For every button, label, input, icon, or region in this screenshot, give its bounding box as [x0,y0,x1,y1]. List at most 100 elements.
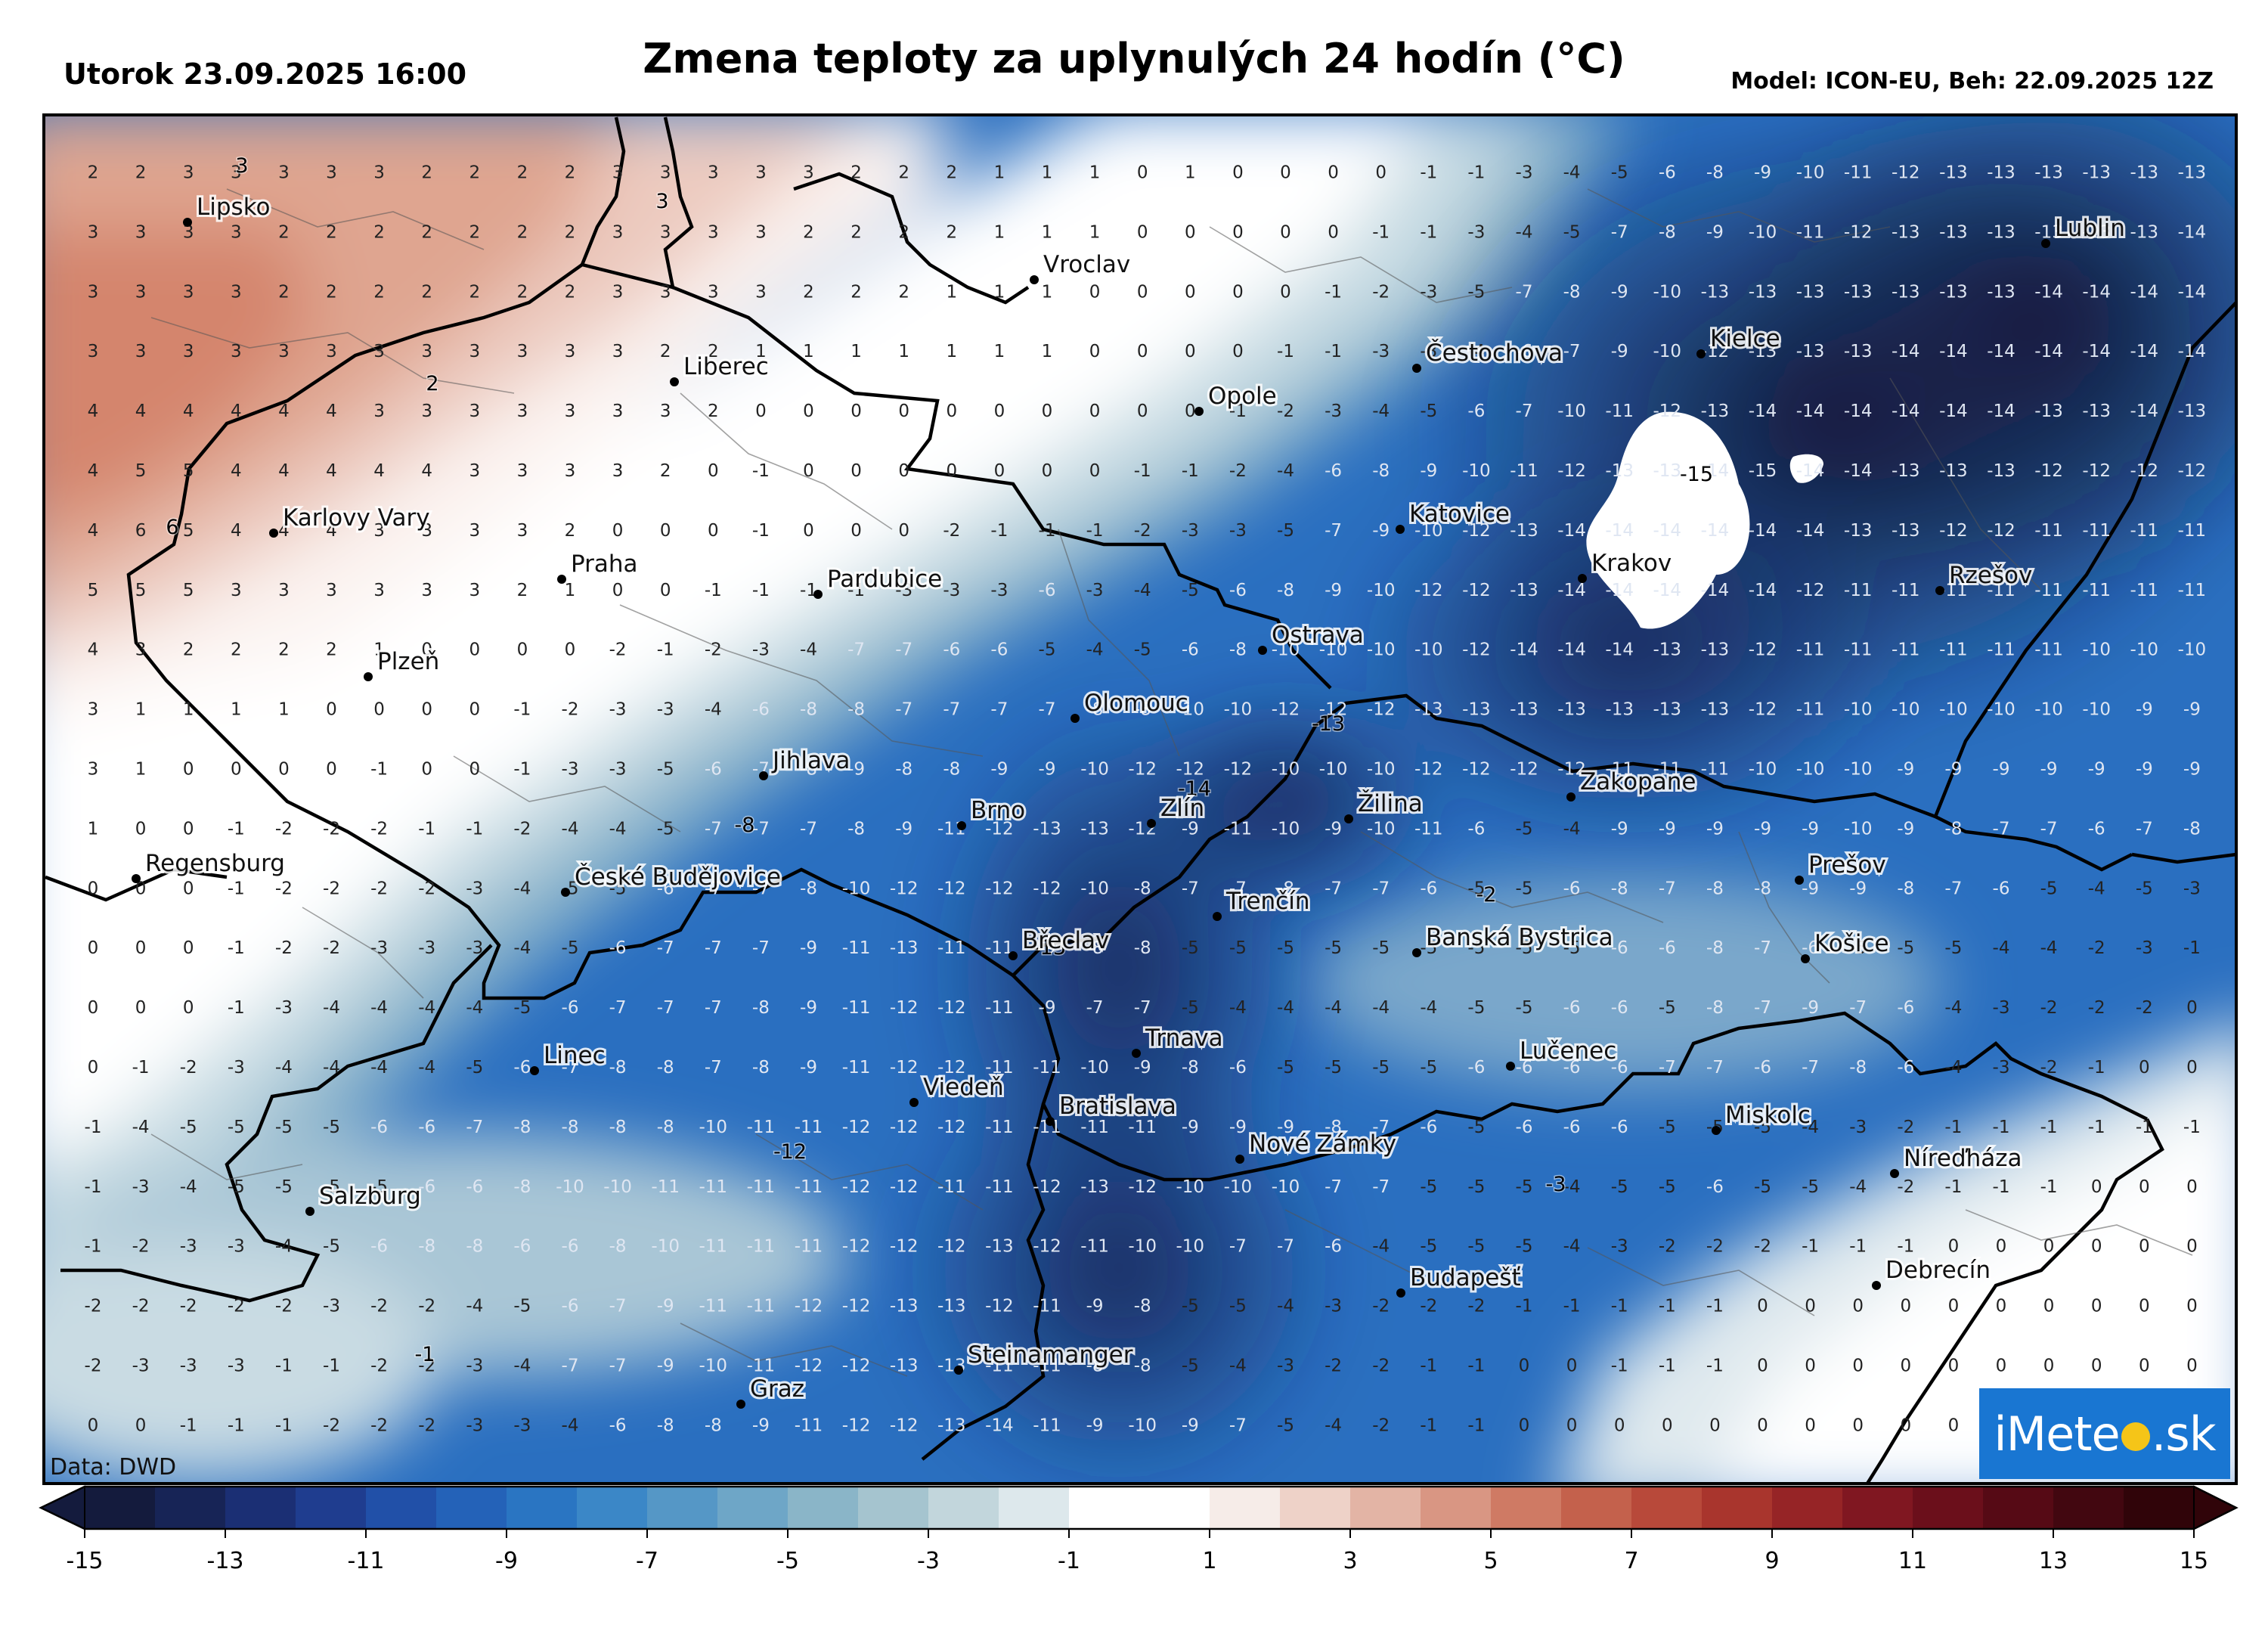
grid-value: -8 [1706,163,1724,183]
grid-value: 3 [469,521,480,541]
grid-value: -10 [2082,640,2111,660]
colorbar-segment [1421,1487,1492,1529]
grid-value: -2 [418,1357,435,1376]
data-source: Data: DWD [50,1454,176,1481]
grid-value: -10 [1653,342,1682,361]
grid-value: 0 [88,938,99,958]
grid-value: -10 [1080,1058,1109,1078]
grid-value: -13 [1653,700,1682,720]
grid-value: -10 [699,1357,728,1376]
grid-value: -3 [228,1237,245,1257]
grid-value: 3 [231,282,242,302]
grid-value: -5 [1182,938,1199,958]
colorbar-segment [788,1487,859,1529]
grid-value: 2 [660,342,671,361]
colorbar-segment [1069,1487,1140,1529]
grid-value: -1 [228,998,245,1018]
grid-value: -9 [847,760,865,780]
grid-value: -10 [1367,581,1396,600]
grid-value: 4 [88,461,99,481]
grid-value: -8 [1229,640,1247,660]
grid-value: -8 [562,1118,579,1137]
grid-value: -1 [275,1357,293,1376]
grid-value: -14 [2178,342,2207,361]
grid-value: -13 [1987,163,2015,183]
grid-value: -11 [1987,581,2015,600]
grid-value: -2 [418,879,435,898]
grid-value: 3 [278,342,290,361]
grid-value: -11 [985,1357,1014,1376]
imeteo-logo: iMete .sk [1979,1388,2230,1479]
grid-value: -7 [705,1058,722,1078]
grid-value: -12 [1796,581,1825,600]
city-dot [269,529,278,538]
grid-value: 0 [1280,163,1291,183]
grid-value: 2 [278,640,290,660]
grid-value: -1 [1182,461,1199,481]
grid-value: -8 [513,1177,531,1197]
grid-value: -12 [1462,521,1491,541]
grid-value: -13 [1605,461,1634,481]
grid-value: -14 [1701,581,1730,600]
grid-value: 4 [231,402,242,421]
grid-value: 0 [421,760,432,780]
grid-value: -5 [1467,282,1485,302]
grid-value: -2 [180,1058,197,1078]
city-marker: Ostrava [1258,619,1366,655]
grid-value: 0 [850,521,862,541]
grid-value: -11 [1605,402,1634,421]
colorbar-segment [999,1487,1070,1529]
grid-value: -7 [2136,819,2153,839]
grid-value: -3 [1849,1118,1867,1137]
grid-value: 0 [2091,1357,2102,1376]
grid-value: -6 [1325,461,1342,481]
grid-value: 3 [612,342,624,361]
grid-value: -4 [1277,1297,1294,1316]
grid-value: -7 [1659,1058,1676,1078]
city-label: Linec [544,1042,606,1069]
grid-value: -6 [1611,938,1628,958]
city-dot [813,590,823,599]
grid-value: -8 [1277,581,1294,600]
grid-value: -5 [466,1058,483,1078]
city-dot [1795,876,1804,885]
colorbar-segment [2053,1487,2124,1529]
grid-value: -11 [1796,640,1825,660]
grid-value: -3 [2183,879,2201,898]
colorbar-segment [296,1487,367,1529]
grid-value: -11 [747,1118,776,1137]
grid-value: -9 [800,938,817,958]
grid-value: -14 [1939,402,1968,421]
grid-value: -8 [1372,461,1390,481]
grid-value: -7 [1325,1177,1342,1197]
grid-value: 3 [183,222,194,242]
grid-value: -8 [657,1118,674,1137]
grid-value: -2 [2088,998,2105,1018]
grid-value: -11 [842,1058,871,1078]
grid-value: 0 [373,700,385,720]
grid-value: -2 [1372,1357,1390,1376]
grid-value: -2 [1706,1237,1724,1257]
grid-value: 3 [231,222,242,242]
grid-value: 4 [278,521,290,541]
grid-value: -14 [2130,342,2159,361]
grid-value: -13 [1701,282,1730,302]
grid-value: -6 [1611,1058,1628,1078]
grid-value: 1 [1185,163,1196,183]
sun-icon [2121,1422,2150,1451]
city-label: Rzešov [1949,562,2032,589]
grid-value: 0 [183,879,194,898]
grid-value: 3 [135,282,147,302]
grid-value: -10 [2130,640,2159,660]
grid-value: -1 [180,1415,197,1435]
grid-value: 1 [994,163,1005,183]
city-dot [1147,819,1156,828]
grid-value: 0 [1709,1415,1721,1435]
grid-value: 5 [135,461,147,481]
colorbar-tick-label: 5 [1483,1548,1498,1574]
grid-value: -11 [1224,819,1253,839]
grid-value: 0 [135,879,147,898]
grid-value: -1 [1802,1237,1819,1257]
grid-value: -13 [1987,222,2015,242]
grid-value: -14 [1796,521,1825,541]
